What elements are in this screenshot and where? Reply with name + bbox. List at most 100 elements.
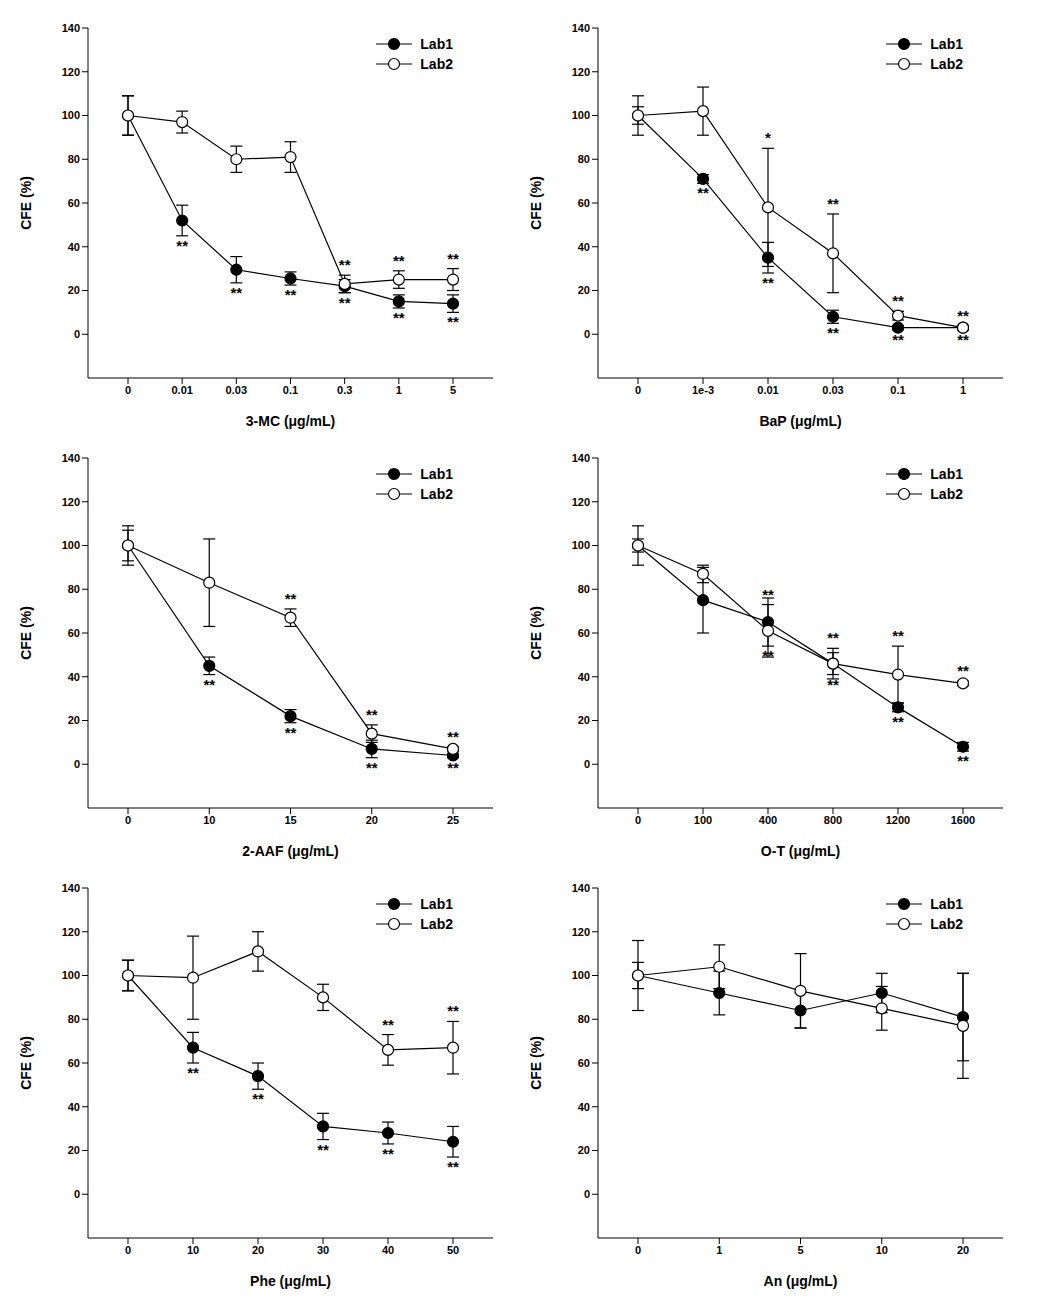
svg-text:**: ** (957, 307, 969, 324)
svg-text:0: 0 (584, 1188, 590, 1200)
svg-text:100: 100 (62, 109, 80, 121)
svg-text:5: 5 (797, 1244, 803, 1256)
svg-text:0: 0 (125, 814, 131, 826)
svg-text:0: 0 (125, 1244, 131, 1256)
svg-text:800: 800 (824, 814, 842, 826)
svg-text:1200: 1200 (886, 814, 910, 826)
svg-text:**: ** (827, 629, 839, 646)
svg-text:**: ** (285, 724, 297, 741)
svg-text:0: 0 (74, 758, 80, 770)
svg-text:20: 20 (957, 1244, 969, 1256)
svg-text:100: 100 (694, 814, 712, 826)
svg-text:**: ** (892, 331, 904, 348)
svg-text:140: 140 (572, 22, 590, 34)
svg-text:1e-3: 1e-3 (692, 384, 714, 396)
svg-text:**: ** (447, 250, 459, 267)
svg-text:100: 100 (572, 539, 590, 551)
svg-text:20: 20 (578, 714, 590, 726)
svg-text:BaP (μg/mL): BaP (μg/mL) (759, 413, 841, 429)
svg-text:0.01: 0.01 (757, 384, 778, 396)
svg-text:140: 140 (62, 452, 80, 464)
svg-text:1: 1 (716, 1244, 722, 1256)
svg-text:**: ** (762, 586, 774, 603)
svg-text:140: 140 (572, 452, 590, 464)
svg-text:2-AAF (μg/mL): 2-AAF (μg/mL) (242, 843, 338, 859)
svg-text:120: 120 (62, 66, 80, 78)
svg-text:**: ** (447, 759, 459, 776)
svg-text:0: 0 (584, 758, 590, 770)
svg-text:CFE (%): CFE (%) (18, 1036, 34, 1090)
svg-text:An (μg/mL): An (μg/mL) (764, 1273, 838, 1289)
svg-text:120: 120 (572, 66, 590, 78)
svg-text:**: ** (339, 294, 351, 311)
svg-text:**: ** (393, 252, 405, 269)
svg-text:400: 400 (759, 814, 777, 826)
svg-text:**: ** (285, 590, 297, 607)
svg-text:120: 120 (62, 926, 80, 938)
svg-text:**: ** (827, 324, 839, 341)
svg-text:80: 80 (578, 583, 590, 595)
svg-text:**: ** (230, 284, 242, 301)
svg-text:120: 120 (62, 496, 80, 508)
svg-text:**: ** (447, 313, 459, 330)
svg-text:10: 10 (203, 814, 215, 826)
svg-text:**: ** (393, 309, 405, 326)
svg-text:CFE (%): CFE (%) (528, 176, 544, 230)
svg-text:**: ** (203, 676, 215, 693)
svg-text:**: ** (339, 256, 351, 273)
svg-text:80: 80 (68, 1013, 80, 1025)
svg-text:10: 10 (876, 1244, 888, 1256)
svg-text:**: ** (285, 286, 297, 303)
svg-text:20: 20 (68, 284, 80, 296)
svg-text:100: 100 (572, 969, 590, 981)
svg-text:40: 40 (578, 671, 590, 683)
svg-text:20: 20 (578, 1144, 590, 1156)
svg-text:20: 20 (68, 714, 80, 726)
svg-text:140: 140 (62, 882, 80, 894)
svg-text:40: 40 (578, 241, 590, 253)
svg-text:0.3: 0.3 (337, 384, 352, 396)
svg-text:1: 1 (960, 384, 966, 396)
svg-text:60: 60 (68, 627, 80, 639)
svg-text:3-MC (μg/mL): 3-MC (μg/mL) (246, 413, 335, 429)
svg-text:100: 100 (62, 969, 80, 981)
svg-text:0.1: 0.1 (890, 384, 905, 396)
svg-text:**: ** (366, 759, 378, 776)
svg-text:60: 60 (578, 1057, 590, 1069)
svg-text:40: 40 (578, 1101, 590, 1113)
svg-text:**: ** (762, 647, 774, 664)
svg-text:CFE (%): CFE (%) (528, 606, 544, 660)
svg-text:140: 140 (62, 22, 80, 34)
svg-text:0: 0 (635, 384, 641, 396)
svg-text:**: ** (317, 1141, 329, 1158)
svg-text:*: * (765, 129, 771, 146)
svg-text:0: 0 (584, 328, 590, 340)
svg-text:**: ** (697, 184, 709, 201)
svg-text:80: 80 (68, 583, 80, 595)
svg-text:**: ** (762, 274, 774, 291)
svg-text:120: 120 (572, 496, 590, 508)
svg-text:60: 60 (68, 197, 80, 209)
svg-text:**: ** (366, 706, 378, 723)
svg-text:**: ** (957, 662, 969, 679)
svg-text:120: 120 (572, 926, 590, 938)
svg-text:60: 60 (578, 197, 590, 209)
svg-text:20: 20 (252, 1244, 264, 1256)
svg-text:**: ** (447, 1158, 459, 1175)
svg-text:Phe (μg/mL): Phe (μg/mL) (250, 1273, 331, 1289)
svg-text:**: ** (892, 713, 904, 730)
svg-text:40: 40 (68, 241, 80, 253)
svg-text:40: 40 (68, 671, 80, 683)
svg-text:30: 30 (317, 1244, 329, 1256)
svg-text:**: ** (176, 237, 188, 254)
svg-text:15: 15 (284, 814, 296, 826)
svg-text:**: ** (827, 676, 839, 693)
svg-text:**: ** (252, 1090, 264, 1107)
svg-text:**: ** (382, 1145, 394, 1162)
svg-text:**: ** (187, 1064, 199, 1081)
svg-text:0.03: 0.03 (822, 384, 843, 396)
svg-text:100: 100 (572, 109, 590, 121)
svg-text:20: 20 (578, 284, 590, 296)
svg-text:0: 0 (635, 1244, 641, 1256)
svg-text:**: ** (957, 752, 969, 769)
